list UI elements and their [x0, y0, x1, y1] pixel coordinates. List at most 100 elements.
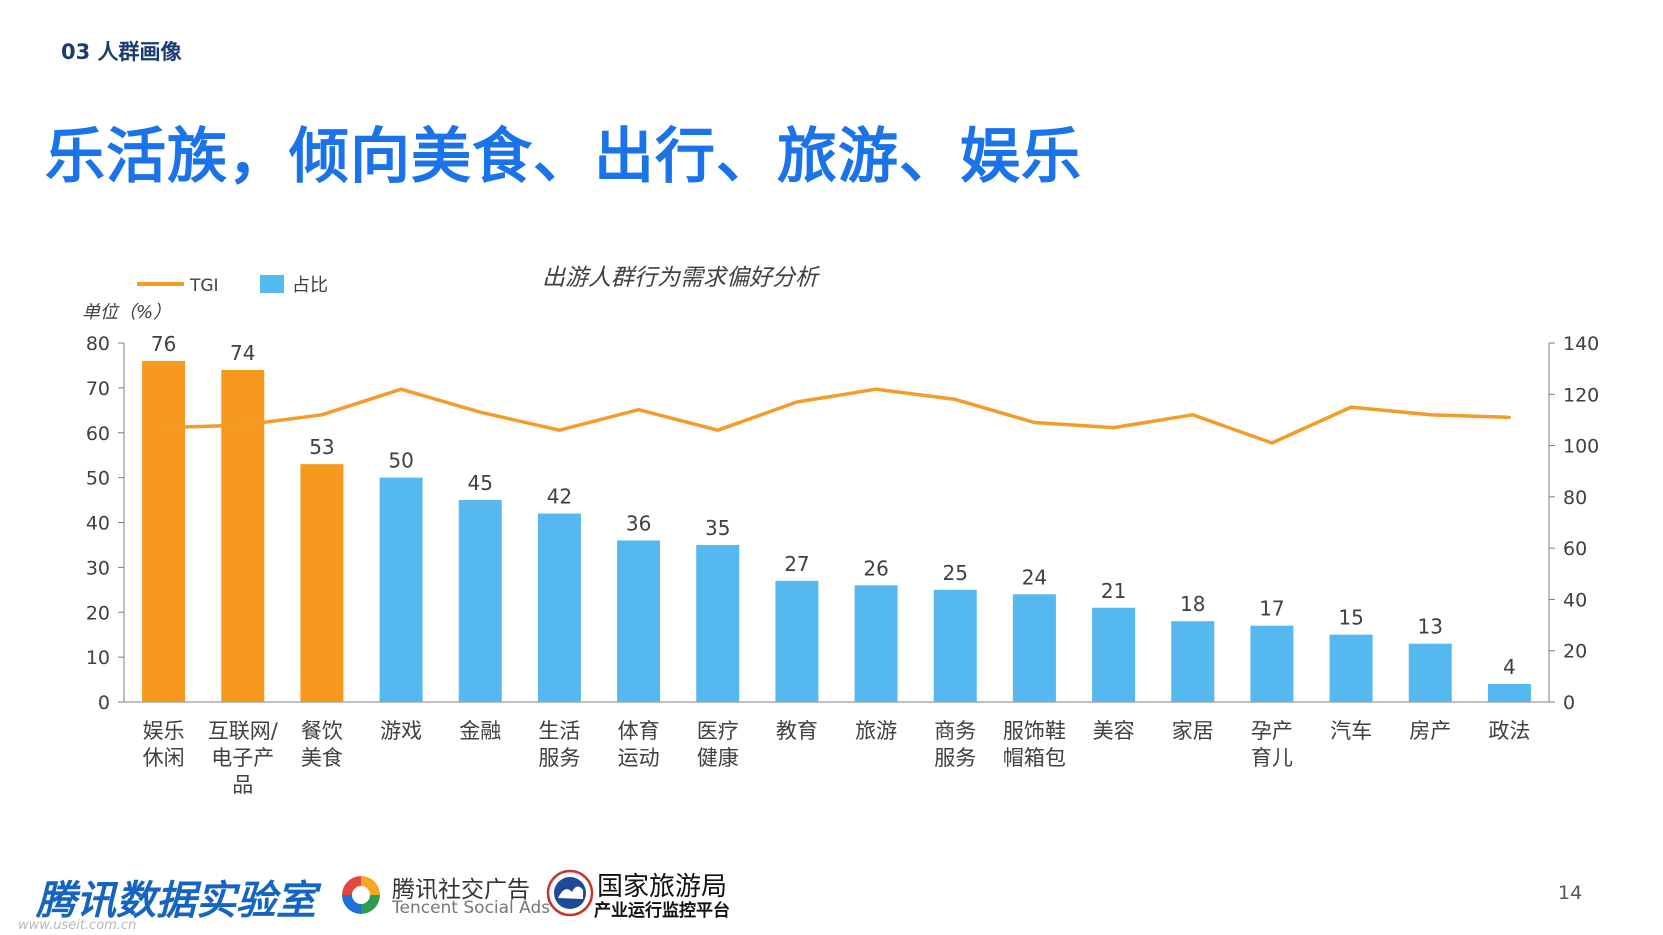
tgi-point [1349, 405, 1353, 409]
bar-value-label: 53 [309, 435, 334, 459]
bar-11 [933, 589, 977, 702]
left-axis-unit-label: 单位（%） [82, 302, 171, 323]
category-label: 家居 [1172, 719, 1214, 743]
bar-18 [1487, 684, 1531, 702]
right-axis-tick-label: 140 [1563, 333, 1599, 355]
right-axis-tick-label: 60 [1563, 538, 1587, 560]
legend-share-swatch [260, 275, 284, 293]
tencent-ads-name: 腾讯社交广告 [392, 877, 530, 903]
left-axis-tick-label: 30 [86, 557, 110, 579]
bar-14 [1171, 621, 1215, 702]
bar-1 [142, 360, 186, 702]
category-label: 游戏 [380, 719, 422, 743]
tgi-point [1507, 415, 1511, 419]
tgi-point [874, 387, 878, 391]
bar-2 [221, 369, 265, 702]
bar-value-label: 24 [1022, 565, 1047, 589]
page-number: 14 [1558, 882, 1583, 904]
category-label: 服饰鞋帽箱包 [1003, 719, 1066, 770]
category-label: 生活服务 [538, 719, 580, 770]
bar-value-label: 21 [1101, 579, 1126, 603]
cnta-name: 国家旅游局 [597, 872, 728, 902]
category-label: 互联网/电子产品 [208, 719, 279, 797]
legend-tgi-label: TGI [189, 276, 219, 296]
footer-brand: 腾讯数据实验室 [36, 878, 316, 924]
right-axis-tick-label: 0 [1563, 692, 1575, 714]
tgi-point [1270, 441, 1274, 445]
left-axis-tick-label: 80 [86, 333, 110, 355]
cnta-emblem-icon [546, 869, 594, 917]
tgi-point [716, 428, 720, 432]
right-axis-tick-label: 100 [1563, 436, 1599, 458]
bar-15 [1250, 625, 1294, 702]
left-axis-tick-label: 40 [86, 513, 110, 535]
category-label: 政法 [1488, 719, 1530, 743]
category-label: 孕产育儿 [1251, 719, 1293, 770]
bar-16 [1329, 634, 1373, 702]
category-label: 医疗健康 [697, 719, 739, 770]
bar-value-label: 15 [1338, 606, 1363, 630]
bar-value-label: 25 [943, 561, 968, 585]
footer-watermark-url: www.useit.com.cn [18, 918, 137, 933]
category-label: 娱乐休闲 [143, 719, 185, 770]
tgi-point [399, 387, 403, 391]
tgi-point [795, 400, 799, 404]
left-axis-tick-label: 50 [86, 468, 110, 490]
tgi-point [557, 428, 561, 432]
category-label: 教育 [776, 719, 818, 743]
bar-12 [1012, 594, 1056, 702]
category-label: 商务服务 [934, 719, 976, 770]
category-label: 房产 [1409, 719, 1451, 743]
bar-7 [617, 540, 661, 702]
tgi-point [1032, 420, 1036, 424]
tgi-share-combo-chart: 出游人群行为需求偏好分析 单位（%） TGI 占比 01020304050607… [82, 265, 1599, 797]
tgi-point [1191, 413, 1195, 417]
bar-value-label: 13 [1418, 615, 1443, 639]
category-label: 体育运动 [618, 719, 660, 770]
tgi-point [1112, 426, 1116, 430]
tgi-point [1428, 413, 1432, 417]
bar-value-label: 42 [547, 485, 572, 509]
bar-value-label: 50 [388, 449, 413, 473]
tgi-point [478, 410, 482, 414]
legend-share-label: 占比 [292, 275, 328, 296]
tgi-line [163, 387, 1510, 445]
left-axis-tick-label: 0 [98, 692, 110, 714]
left-axis-tick-label: 10 [86, 647, 110, 669]
bar-value-label: 74 [230, 341, 255, 365]
bar-8 [696, 544, 740, 702]
tencent-ads-name-en: Tencent Social Ads [392, 898, 551, 918]
tgi-point [320, 413, 324, 417]
bar-value-label: 45 [468, 471, 493, 495]
bar-value-label: 17 [1259, 597, 1284, 621]
tgi-point [637, 408, 641, 412]
bar-value-label: 36 [626, 511, 651, 535]
category-label: 金融 [459, 719, 501, 743]
bar-value-label: 18 [1180, 592, 1205, 616]
category-label: 旅游 [855, 719, 897, 743]
category-label: 汽车 [1330, 719, 1372, 743]
chart-title: 出游人群行为需求偏好分析 [542, 265, 821, 291]
left-axis-tick-label: 60 [86, 423, 110, 445]
section-label: 03 人群画像 [61, 40, 182, 64]
category-label: 餐饮美食 [301, 719, 343, 770]
page-headline: 乐活族，倾向美食、出行、旅游、娱乐 [45, 122, 1082, 192]
bar-13 [1092, 607, 1136, 702]
right-axis-tick-label: 80 [1563, 487, 1587, 509]
bar-10 [854, 585, 898, 702]
category-label: 美容 [1093, 719, 1135, 743]
bar-value-label: 27 [784, 552, 809, 576]
bar-value-label: 76 [151, 332, 176, 356]
bar-3 [300, 464, 344, 702]
tgi-point [162, 426, 166, 430]
tgi-point [953, 397, 957, 401]
cnta-subtitle: 产业运行监控平台 [594, 901, 730, 921]
bar-value-label: 35 [705, 516, 730, 540]
tgi-point [241, 423, 245, 427]
bar-value-label: 26 [863, 556, 888, 580]
bar-value-label: 4 [1503, 655, 1516, 679]
left-axis-tick-label: 20 [86, 602, 110, 624]
bar-4 [379, 477, 423, 702]
left-axis-tick-label: 70 [86, 378, 110, 400]
bar-5 [458, 500, 502, 702]
